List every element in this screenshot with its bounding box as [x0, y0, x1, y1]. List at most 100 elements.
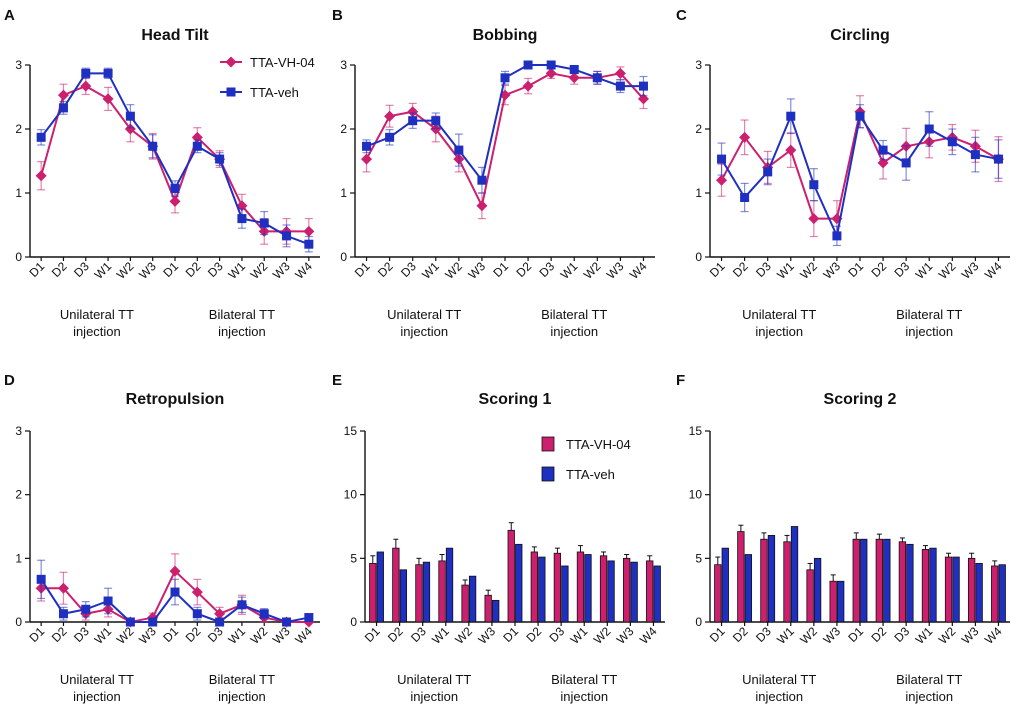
bar [952, 556, 960, 623]
data-point [58, 609, 68, 619]
bar [553, 552, 562, 623]
group-label-line: injection [905, 324, 953, 339]
group-label: Bilateral TT injection [551, 672, 617, 704]
panel-letter: D [4, 372, 15, 389]
series-tta-vh-04 [714, 524, 999, 623]
data-point [215, 154, 225, 164]
series-tta-vh-04 [35, 77, 315, 245]
bar [783, 541, 791, 623]
x-tick-label: W1 [913, 624, 936, 647]
group-label: Bilateral TT injection [896, 672, 962, 704]
series-line [720, 113, 999, 240]
data-point [385, 132, 395, 142]
group-label: Bilateral TT injection [209, 307, 275, 339]
y-tick-label: 3 [340, 58, 347, 72]
data-point [35, 170, 47, 182]
data-point [361, 153, 373, 165]
x-tick-label: W1 [774, 624, 797, 647]
x-tick-label: D1 [27, 259, 48, 280]
x-tick-label: W1 [774, 259, 797, 282]
data-point [832, 231, 842, 241]
data-point [476, 200, 488, 212]
data-point [125, 111, 135, 121]
group-label-line: Bilateral TT [209, 672, 275, 687]
x-tick-label: D3 [71, 624, 92, 645]
data-point [924, 124, 934, 134]
data-point [303, 225, 315, 237]
data-point [81, 604, 91, 614]
data-point [523, 60, 533, 70]
bar [576, 551, 585, 623]
data-point [878, 145, 888, 155]
data-point [103, 68, 113, 78]
group-label: Unilateral TT injection [742, 307, 816, 339]
data-point [545, 67, 557, 79]
bar [998, 564, 1006, 623]
legend-marker [226, 87, 236, 97]
x-tick-label: D3 [205, 624, 226, 645]
data-point [384, 110, 396, 122]
bar [829, 580, 837, 623]
y-tick-label: 2 [15, 122, 22, 136]
series-tta-veh [717, 98, 1003, 247]
panel-letter: A [4, 7, 15, 24]
bar [492, 599, 500, 623]
bar [806, 569, 814, 623]
bar [584, 554, 592, 623]
data-point [282, 617, 292, 627]
data-point [454, 145, 464, 155]
group-label: Bilateral TT injection [896, 307, 962, 339]
x-tick-label: W4 [627, 259, 650, 282]
group-label-line: Bilateral TT [896, 307, 962, 322]
x-tick-label: W2 [797, 259, 820, 282]
y-tick-label: 3 [15, 58, 22, 72]
data-point [192, 609, 202, 619]
data-point [901, 158, 911, 168]
bar [714, 564, 722, 623]
bar [767, 535, 776, 623]
group-label-line: injection [560, 689, 608, 704]
legend-label: TTA-veh [250, 85, 299, 100]
x-tick-label: W2 [581, 259, 604, 282]
bar [875, 538, 883, 623]
bar [422, 561, 431, 623]
data-point [304, 239, 314, 249]
bar [538, 556, 546, 623]
x-tick-label: D3 [71, 259, 92, 280]
x-tick-label: D2 [730, 259, 751, 280]
bar [860, 538, 868, 623]
data-point [500, 73, 510, 83]
bar [898, 541, 907, 623]
bar [438, 560, 446, 623]
group-label: Unilateral TT injection [60, 307, 134, 339]
x-tick-label: D3 [537, 259, 558, 280]
x-tick-label: D2 [49, 259, 70, 280]
y-tick-label: 10 [344, 488, 358, 502]
legend-label: TTA-VH-04 [250, 55, 315, 70]
bar [461, 584, 469, 623]
y-tick-label: 0 [695, 250, 702, 264]
legend-swatch [541, 436, 555, 452]
x-tick-label: D3 [205, 259, 226, 280]
x-tick-label: W4 [982, 259, 1005, 282]
data-point [568, 72, 580, 84]
data-point [81, 68, 91, 78]
data-point [362, 141, 372, 151]
data-point [809, 180, 819, 190]
bar [760, 538, 768, 623]
chart-title: Circling [830, 27, 890, 44]
bar [392, 547, 400, 623]
x-tick-label: W1 [92, 259, 115, 282]
x-tick-label: D2 [523, 624, 544, 645]
y-tick-label: 0 [15, 250, 22, 264]
data-point [237, 600, 247, 610]
data-point [615, 81, 625, 91]
data-point [430, 123, 442, 135]
bar [622, 557, 631, 623]
bar [929, 547, 937, 623]
data-point [638, 81, 648, 91]
